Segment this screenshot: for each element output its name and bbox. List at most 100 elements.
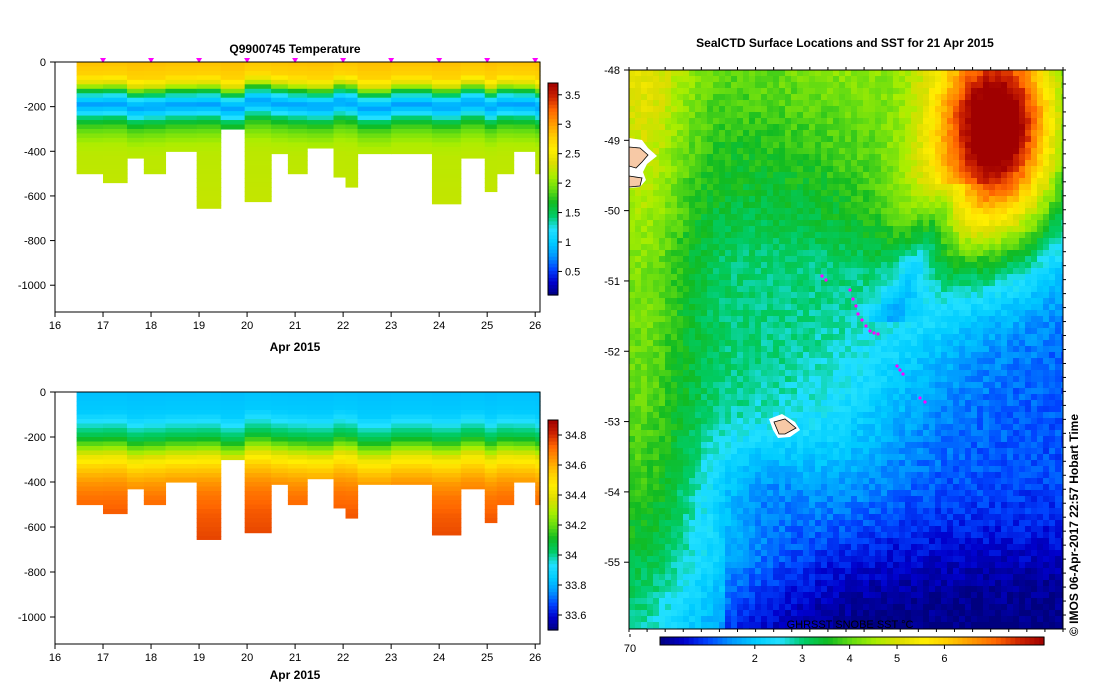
sst-cell [755,166,762,173]
sst-cell [941,76,948,83]
sst-cell [629,106,636,113]
sst-cell [965,256,972,263]
section-cell [165,137,198,143]
sst-cell [905,76,912,83]
sst-cell [827,88,834,95]
sst-cell [671,172,678,179]
sst-cell [1043,82,1050,89]
sst-cell [815,346,822,353]
colorbar-segment [548,507,558,512]
section-cell [271,459,289,465]
sst-cell [923,232,930,239]
sst-cell [1013,172,1020,179]
section-cell [165,88,198,94]
section-cell [165,419,198,425]
section-cell [196,70,222,76]
section-cell [333,491,347,497]
sst-cell [881,190,888,197]
sst-cell [875,214,882,221]
sst-cell [839,172,846,179]
sst-cell [881,358,888,365]
sst-cell [725,268,732,275]
sst-cell [695,250,702,257]
sst-cell [977,214,984,221]
sst-cell [935,154,942,161]
sst-cell [749,328,756,335]
sst-cell [779,322,786,329]
sst-cell [863,88,870,95]
sst-cell [857,112,864,119]
sst-cell [791,316,798,323]
sst-cell [839,142,846,149]
sst-cell [755,106,762,113]
sst-cell [1007,268,1014,275]
sst-cell [755,88,762,95]
sst-cell [923,370,930,377]
colorbar-segment [548,427,558,432]
sst-cell [773,322,780,329]
section-cell [496,164,515,170]
sst-cell [983,340,990,347]
sst-cell [1007,238,1014,245]
sst-cell [881,292,888,299]
sst-cell [743,82,750,89]
sst-cell [947,322,954,329]
sst-cell [959,184,966,191]
sst-cell [785,100,792,107]
section-cell [143,405,167,411]
sst-cell [725,370,732,377]
x-tick-label: 25 [481,320,493,332]
sst-cell [905,154,912,161]
section-cell [333,446,347,452]
sst-cell [851,250,858,257]
sst-cell [1037,112,1044,119]
sst-cell [707,130,714,137]
sst-cell [1061,256,1063,263]
sst-cell [905,160,912,167]
section-cell [357,432,392,438]
sst-cell [791,328,798,335]
sst-cell [725,292,732,299]
sst-cell [749,352,756,359]
sst-cell [887,208,894,215]
sst-cell [959,166,966,173]
sst-cell [893,286,900,293]
sst-cell [893,226,900,233]
sst-cell [989,370,996,377]
sst-cell [767,190,774,197]
section-cell [165,115,198,121]
sst-cell [701,124,708,131]
sst-cell [635,304,642,311]
sst-cell [647,70,654,77]
sst-cell [731,256,738,263]
sst-cell [719,334,726,341]
sst-cell [665,280,672,287]
section-cell [271,137,289,143]
sst-cell [815,232,822,239]
sst-cell [797,184,804,191]
sst-cell [917,190,924,197]
section-cell [196,414,222,420]
section-cell [103,441,128,447]
section-cell [496,473,515,479]
section-cell [244,396,272,402]
sst-cell [677,250,684,257]
sst-cell [1061,262,1063,269]
sst-cell [935,268,942,275]
sst-cell [917,298,924,305]
sst-cell [653,70,660,77]
sst-cell [875,322,882,329]
colorbar-segment [548,136,558,141]
sst-cell [959,244,966,251]
sst-cell [809,172,816,179]
section-cell [357,401,392,407]
sst-cell [995,226,1002,233]
section-cell [484,62,498,68]
sst-cell [803,238,810,245]
sst-cell [761,148,768,155]
sst-cell [641,358,648,365]
sst-cell [863,208,870,215]
section-cell [103,62,128,68]
sst-cell [665,232,672,239]
sst-cell [683,268,690,275]
